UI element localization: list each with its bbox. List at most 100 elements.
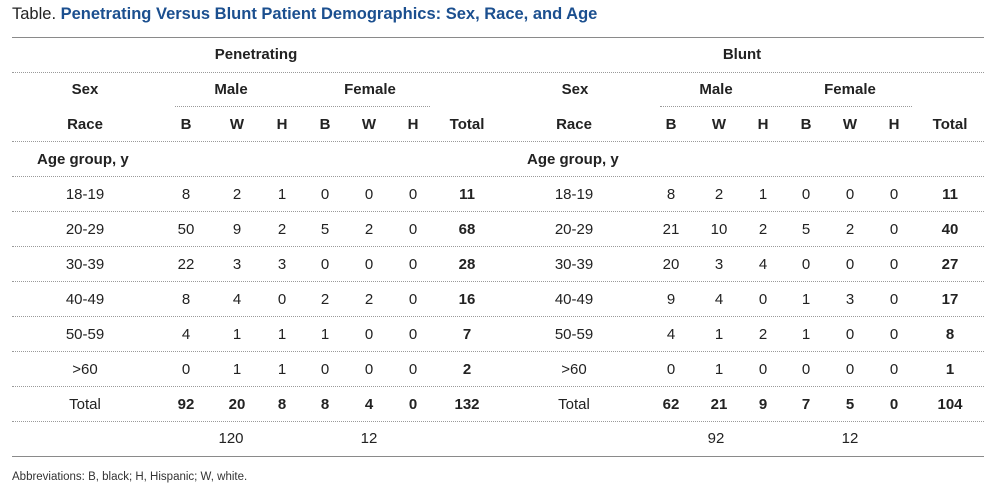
blunt-female-label: Female xyxy=(824,81,876,98)
pen-cell: 8 xyxy=(181,186,191,203)
pen-cell: 0 xyxy=(408,256,418,273)
top-rule xyxy=(12,37,984,38)
pen-race-code: H xyxy=(407,116,419,133)
pen-race-code: W xyxy=(361,116,377,133)
blunt-total-cell: 1 xyxy=(945,361,955,378)
blunt-race-code: B xyxy=(665,116,677,133)
pen-cell: 2 xyxy=(277,221,287,238)
pen-cell: 1 xyxy=(320,326,330,343)
blunt-cell: 0 xyxy=(801,256,811,273)
rule-age xyxy=(12,176,984,177)
rule-race xyxy=(12,141,984,142)
pen-cell: 50 xyxy=(177,221,195,238)
blunt-cell: 0 xyxy=(889,326,899,343)
blunt-age-cell: 20-29 xyxy=(554,221,594,238)
pen-cell: 3 xyxy=(232,256,242,273)
pen-cell: 0 xyxy=(320,361,330,378)
pen-cell: 0 xyxy=(408,221,418,238)
pen-cell: 9 xyxy=(232,221,242,238)
blunt-cell: 21 xyxy=(662,221,680,238)
blunt-race-code: H xyxy=(888,116,900,133)
blunt-total-value: 0 xyxy=(889,396,899,413)
blunt-race-code: B xyxy=(800,116,812,133)
pen-cell: 1 xyxy=(277,186,287,203)
blunt-cell: 9 xyxy=(666,291,676,308)
pen-cell: 0 xyxy=(320,186,330,203)
blunt-cell: 0 xyxy=(845,186,855,203)
blunt-race-label: Race xyxy=(556,116,592,133)
blunt-male-label: Male xyxy=(699,81,733,98)
blunt-cell: 2 xyxy=(845,221,855,238)
pen-cell: 8 xyxy=(181,291,191,308)
pen-total-cell: 16 xyxy=(458,291,476,308)
blunt-total-label: Total xyxy=(932,116,968,133)
pen-cell: 1 xyxy=(277,361,287,378)
blunt-cell: 2 xyxy=(714,186,724,203)
pen-age-label: Age group, y xyxy=(37,151,129,168)
pen-sex-label: Sex xyxy=(71,81,99,98)
blunt-cell: 3 xyxy=(714,256,724,273)
rule-row-6 xyxy=(12,386,984,387)
pen-total-value: 4 xyxy=(364,396,374,413)
rule-row-4 xyxy=(12,316,984,317)
pen-age-cell: >60 xyxy=(72,361,98,378)
pen-cell: 5 xyxy=(320,221,330,238)
rule-row-3 xyxy=(12,281,984,282)
blunt-cell: 10 xyxy=(710,221,728,238)
blunt-total-value: 21 xyxy=(710,396,728,413)
pen-cell: 2 xyxy=(364,221,374,238)
blunt-race-code: W xyxy=(842,116,858,133)
footnote: Abbreviations: B, black; H, Hispanic; W,… xyxy=(12,471,248,483)
pen-female-label: Female xyxy=(344,81,396,98)
pen-cell: 0 xyxy=(408,326,418,343)
pen-cell: 4 xyxy=(181,326,191,343)
blunt-cell: 0 xyxy=(758,291,768,308)
pen-cell: 0 xyxy=(408,361,418,378)
pen-cell: 0 xyxy=(408,291,418,308)
bottom-rule xyxy=(12,456,984,457)
pen-race-code: B xyxy=(319,116,331,133)
blunt-age-label: Age group, y xyxy=(527,151,619,168)
blunt-cell: 0 xyxy=(666,361,676,378)
blunt-cell: 0 xyxy=(889,256,899,273)
blunt-cell: 1 xyxy=(714,361,724,378)
rule-totals xyxy=(12,421,984,422)
pen-total-value: 20 xyxy=(228,396,246,413)
blunt-cell: 4 xyxy=(758,256,768,273)
pen-cell: 0 xyxy=(408,186,418,203)
rule-group xyxy=(12,72,984,73)
blunt-age-cell: 30-39 xyxy=(554,256,594,273)
pen-cell: 22 xyxy=(177,256,195,273)
pen-female-total: 12 xyxy=(360,430,378,447)
table-caption: Table. Penetrating Versus Blunt Patient … xyxy=(12,5,597,24)
blunt-total-cell: 17 xyxy=(941,291,959,308)
blunt-age-cell: 40-49 xyxy=(554,291,594,308)
caption-title: Penetrating Versus Blunt Patient Demogra… xyxy=(60,5,598,23)
pen-age-cell: 20-29 xyxy=(65,221,105,238)
rule-row-5 xyxy=(12,351,984,352)
blunt-cell: 2 xyxy=(758,326,768,343)
pen-age-cell: 18-19 xyxy=(65,186,105,203)
blunt-cell: 0 xyxy=(801,186,811,203)
pen-totals-label: Total xyxy=(69,396,101,413)
pen-cell: 2 xyxy=(232,186,242,203)
blunt-cell: 0 xyxy=(889,221,899,238)
pen-cell: 0 xyxy=(364,256,374,273)
group-penetrating: Penetrating xyxy=(214,46,298,63)
pen-total-value: 8 xyxy=(277,396,287,413)
pen-race-label: Race xyxy=(67,116,103,133)
blunt-cell: 0 xyxy=(889,361,899,378)
blunt-cell: 4 xyxy=(666,326,676,343)
rule-row-1 xyxy=(12,211,984,212)
pen-cell: 0 xyxy=(364,361,374,378)
group-blunt: Blunt xyxy=(722,46,762,63)
caption-label: Table. xyxy=(12,5,57,23)
pen-total-cell: 68 xyxy=(458,221,476,238)
blunt-cell: 1 xyxy=(758,186,768,203)
pen-male-total: 120 xyxy=(218,430,244,447)
blunt-age-cell: >60 xyxy=(561,361,587,378)
blunt-age-cell: 50-59 xyxy=(554,326,594,343)
pen-cell: 1 xyxy=(232,361,242,378)
blunt-cell: 0 xyxy=(845,256,855,273)
blunt-total-cell: 8 xyxy=(945,326,955,343)
